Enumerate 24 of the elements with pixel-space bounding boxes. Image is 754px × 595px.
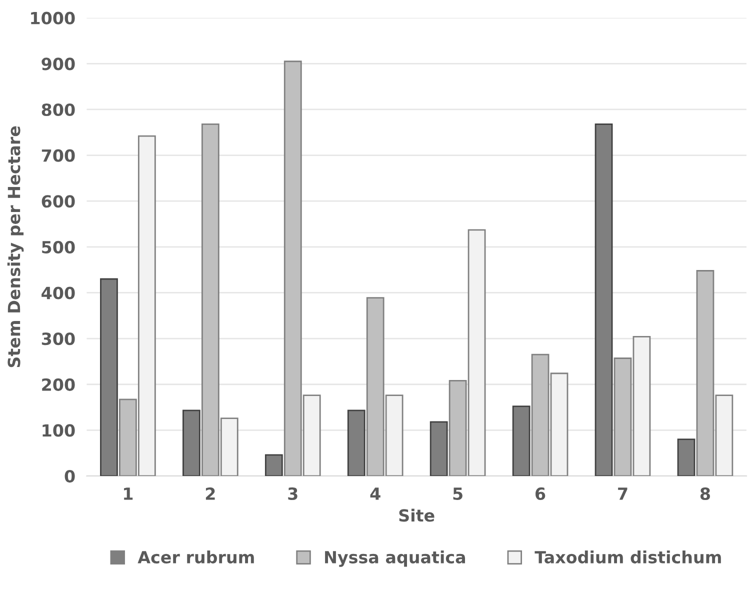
x-tick-label: 8 [700,487,710,500]
x-tick-label: 5 [453,488,462,500]
x-tick-label: 4 [370,488,380,500]
y-tick-label: 200 [42,378,75,391]
y-tick-label: 600 [42,195,75,208]
y-tick-label: 100 [42,424,75,437]
y-tick-label: 400 [42,286,75,300]
y-tick-label: 800 [42,103,75,116]
x-axis-title: Site [399,508,434,522]
y-tick-label: 0 [64,470,75,483]
legend-label: Nyssa aquatica [325,550,466,567]
y-tick-label: 300 [42,332,75,346]
x-tick-label: 2 [206,487,215,500]
y-tick-label: 1000 [31,12,75,24]
y-tick-label: 500 [42,240,75,254]
x-tick-label: 7 [618,488,628,500]
x-tick-label: 6 [536,487,546,500]
y-tick-label: 700 [42,149,75,162]
x-tick-label: 3 [288,487,298,500]
y-tick-label: 900 [42,58,75,70]
y-axis-title: Stem Density per Hectare [7,126,24,368]
x-tick-label: 1 [124,488,133,500]
legend-label: Taxodium distichum [534,550,721,564]
legend-label: Acer rubrum [138,550,254,564]
